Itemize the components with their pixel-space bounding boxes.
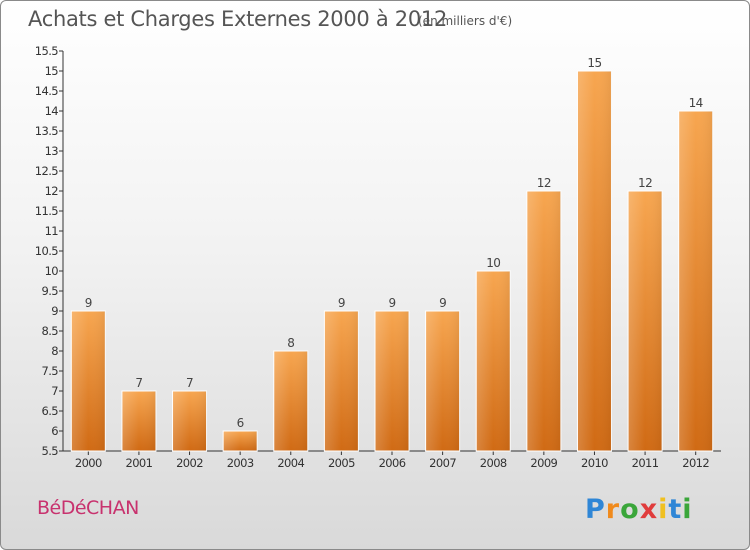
y-tick-label: 10.5 — [35, 244, 58, 258]
data-label: 10 — [486, 256, 500, 270]
x-tick-label: 2010 — [581, 456, 608, 470]
bar-shine — [324, 311, 359, 451]
y-tick-label: 5.5 — [42, 444, 59, 458]
x-tick-label: 2006 — [379, 456, 406, 470]
x-tick-label: 2000 — [75, 456, 102, 470]
data-label: 15 — [587, 56, 601, 70]
bar-shine — [678, 111, 713, 451]
bar-shine — [526, 191, 561, 451]
x-tick-label: 2002 — [176, 456, 203, 470]
chart-title: Achats et Charges Externes 2000 à 2012 — [28, 7, 448, 31]
y-tick-label: 6 — [51, 424, 58, 438]
x-tick-label: 2005 — [328, 456, 355, 470]
data-label: 12 — [537, 176, 551, 190]
data-label: 7 — [135, 376, 142, 390]
commune-name: BéDéCHAN — [37, 497, 139, 519]
y-tick-label: 10 — [45, 264, 59, 278]
x-tick-label: 2009 — [530, 456, 557, 470]
data-label: 9 — [388, 296, 395, 310]
y-tick-label: 9 — [51, 304, 58, 318]
x-tick-label: 2004 — [277, 456, 304, 470]
x-tick-label: 2008 — [480, 456, 507, 470]
y-tick-label: 14 — [45, 104, 59, 118]
data-label: 12 — [638, 176, 652, 190]
bar-shine — [172, 391, 207, 451]
x-tick-label: 2011 — [632, 456, 659, 470]
bar-shine — [71, 311, 106, 451]
bar-shine — [121, 391, 156, 451]
data-label: 8 — [287, 336, 294, 350]
bar-shine — [628, 191, 663, 451]
y-tick-label: 7 — [51, 384, 58, 398]
y-tick-label: 11.5 — [35, 204, 58, 218]
y-tick-label: 13 — [45, 144, 59, 158]
y-tick-label: 9.5 — [42, 284, 59, 298]
y-tick-label: 6.5 — [42, 404, 59, 418]
y-tick-label: 12.5 — [35, 164, 58, 178]
y-tick-label: 8 — [51, 344, 58, 358]
y-tick-label: 8.5 — [42, 324, 59, 338]
y-tick-label: 15.5 — [35, 44, 58, 58]
y-tick-label: 12 — [45, 184, 59, 198]
y-tick-label: 15 — [45, 64, 59, 78]
bar-shine — [577, 71, 612, 451]
data-label: 6 — [237, 416, 244, 430]
data-label: 9 — [85, 296, 92, 310]
x-tick-label: 2007 — [429, 456, 456, 470]
bar-shine — [425, 311, 460, 451]
data-label: 9 — [439, 296, 446, 310]
data-label: 7 — [186, 376, 193, 390]
bar-shine — [375, 311, 409, 451]
svg-text:Proxiti: Proxiti — [585, 494, 693, 525]
y-tick-label: 13.5 — [35, 124, 58, 138]
y-tick-label: 7.5 — [42, 364, 59, 378]
x-tick-label: 2012 — [682, 456, 709, 470]
data-label: 9 — [338, 296, 345, 310]
chart-subtitle: (en milliers d'€) — [418, 14, 513, 28]
bar-shine — [273, 351, 308, 451]
y-tick-label: 11 — [45, 224, 59, 238]
data-label: 14 — [689, 96, 703, 110]
proxiti-logo: Proxiti — [585, 494, 693, 525]
x-tick-label: 2003 — [227, 456, 254, 470]
bar-shine — [476, 271, 511, 451]
y-tick-label: 14.5 — [35, 84, 58, 98]
bar-shine — [223, 431, 258, 451]
x-tick-label: 2001 — [125, 456, 152, 470]
